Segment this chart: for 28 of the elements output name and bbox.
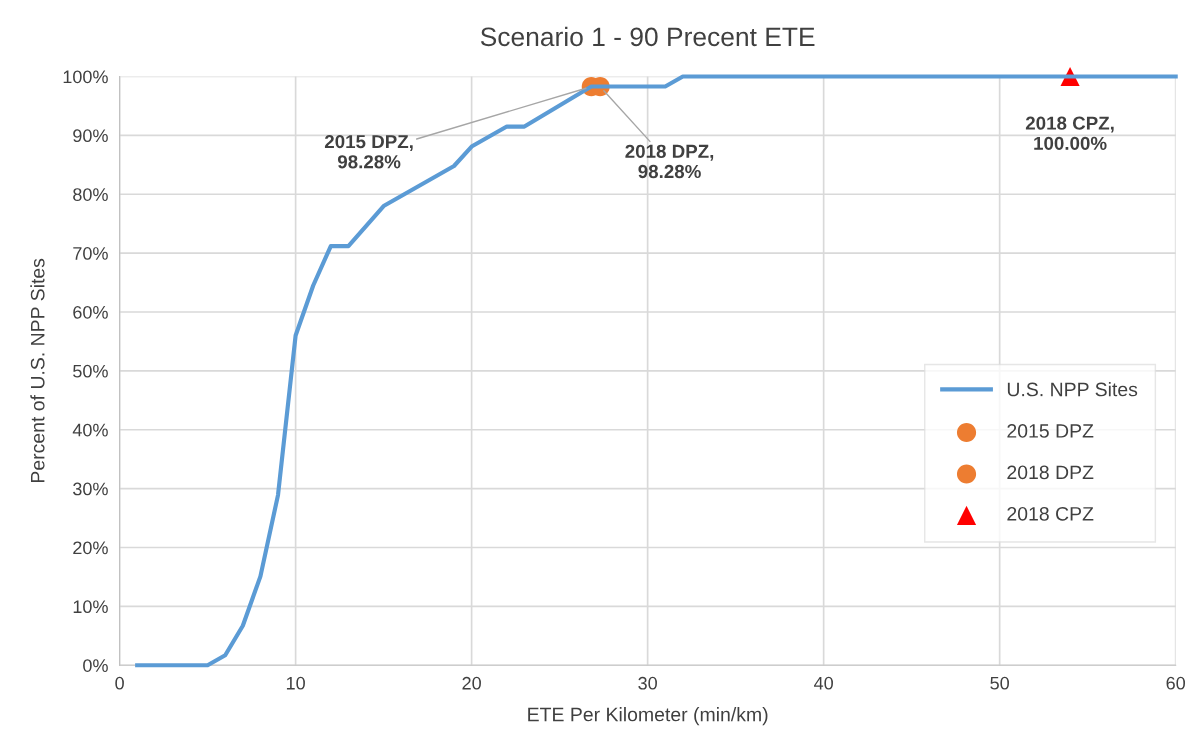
y-tick-label: 30% bbox=[73, 482, 108, 496]
y-tick-label: 50% bbox=[73, 364, 108, 378]
y-tick-label: 80% bbox=[73, 188, 108, 201]
x-tick-label: 10 bbox=[286, 676, 305, 690]
x-tick-label: 60 bbox=[1166, 676, 1185, 690]
legend-label: 2018 DPZ bbox=[1007, 465, 1094, 480]
annotation: 2018 CPZ, 100.00% bbox=[1025, 116, 1114, 150]
y-tick-label: 20% bbox=[73, 541, 108, 555]
y-tick-label: 70% bbox=[73, 247, 108, 260]
y-tick-label: 60% bbox=[73, 305, 108, 319]
annotation: 2018 DPZ, 98.28% bbox=[625, 144, 714, 179]
x-tick-label: 30 bbox=[638, 676, 657, 690]
y-axis-title: Percent of U.S. NPP Sites bbox=[30, 258, 45, 483]
y-tick-label: 40% bbox=[72, 423, 108, 437]
y-tick-label: 90% bbox=[73, 129, 108, 143]
chart-title: Scenario 1 - 90 Precent ETE bbox=[480, 26, 815, 47]
legend-label: U.S. NPP Sites bbox=[1007, 382, 1138, 397]
x-tick-label: 40 bbox=[814, 676, 833, 690]
x-tick-label: 0 bbox=[115, 676, 124, 690]
y-tick-label: 0% bbox=[83, 659, 108, 672]
legend-label: 2018 CPZ bbox=[1007, 506, 1094, 521]
x-axis-title: ETE Per Kilometer (min/km) bbox=[528, 707, 768, 726]
annotation: 2015 DPZ, 98.28% bbox=[324, 134, 413, 169]
y-tick-label: 10% bbox=[73, 600, 108, 614]
y-tick-label: 100% bbox=[63, 70, 108, 84]
x-tick-label: 20 bbox=[462, 676, 481, 690]
legend-label: 2015 DPZ bbox=[1007, 424, 1094, 438]
x-tick-label: 50 bbox=[990, 676, 1009, 690]
